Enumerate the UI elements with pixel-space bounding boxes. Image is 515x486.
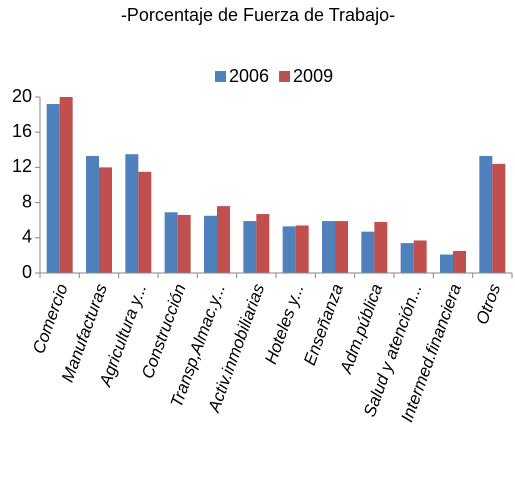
bar bbox=[86, 155, 99, 273]
bar bbox=[164, 212, 178, 273]
bar bbox=[440, 254, 453, 273]
bar bbox=[413, 240, 427, 273]
legend-swatch bbox=[215, 71, 226, 82]
bar bbox=[46, 104, 60, 273]
legend-label: 2009 bbox=[293, 66, 333, 86]
y-tick-label: 20 bbox=[12, 86, 32, 106]
bar bbox=[361, 231, 375, 273]
bar bbox=[492, 163, 506, 273]
y-tick-label: 12 bbox=[12, 156, 32, 176]
bar bbox=[335, 221, 348, 273]
bar bbox=[99, 167, 112, 273]
bar bbox=[400, 243, 414, 273]
legend-swatch bbox=[279, 71, 291, 82]
bar bbox=[204, 215, 217, 273]
legend-label: 2006 bbox=[229, 66, 269, 86]
bar bbox=[125, 154, 139, 273]
bar bbox=[177, 214, 191, 273]
bar bbox=[256, 214, 270, 273]
bar bbox=[374, 221, 388, 273]
bar bbox=[243, 221, 257, 273]
bar bbox=[217, 206, 230, 273]
bar bbox=[322, 221, 335, 273]
y-tick-label: 0 bbox=[22, 262, 32, 282]
bar bbox=[282, 226, 296, 273]
y-tick-label: 16 bbox=[12, 121, 32, 141]
bar bbox=[295, 225, 309, 273]
bar bbox=[479, 155, 493, 273]
bar bbox=[138, 171, 152, 273]
bar bbox=[59, 97, 73, 273]
bar bbox=[453, 251, 466, 273]
y-tick-label: 4 bbox=[22, 227, 32, 247]
chart-subtitle: -Porcentaje de Fuerza de Trabajo- bbox=[121, 5, 395, 25]
y-tick-label: 8 bbox=[22, 191, 32, 211]
